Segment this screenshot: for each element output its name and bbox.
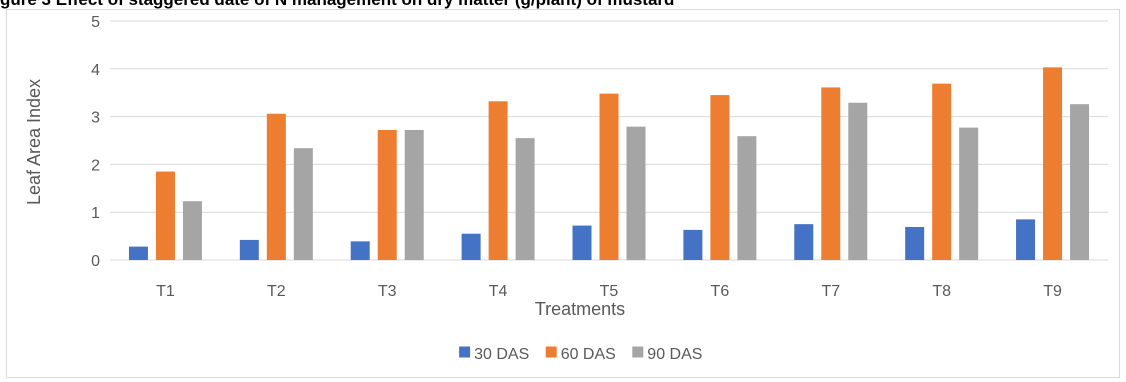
y-tick-label: 1 bbox=[91, 205, 100, 222]
x-tick-label: T7 bbox=[821, 283, 840, 300]
bar-60-das-t9 bbox=[1043, 67, 1063, 260]
bar-30-das-t6 bbox=[683, 229, 703, 260]
bar-30-das-t8 bbox=[905, 227, 925, 260]
bar-60-das-t8 bbox=[932, 83, 952, 260]
x-tick-label: T5 bbox=[600, 283, 619, 300]
bar-90-das-t8 bbox=[959, 127, 979, 261]
bar-90-das-t4 bbox=[515, 138, 535, 260]
legend-label: 60 DAS bbox=[561, 346, 616, 363]
x-tick-label: T2 bbox=[267, 283, 286, 300]
legend-label: 30 DAS bbox=[474, 346, 529, 363]
bar-30-das-t5 bbox=[572, 225, 592, 260]
bars bbox=[128, 67, 1090, 261]
bar-90-das-t2 bbox=[293, 148, 313, 260]
x-axis-title: Treatments bbox=[535, 299, 625, 319]
bar-90-das-t3 bbox=[404, 129, 424, 260]
x-tick-label: T3 bbox=[378, 283, 397, 300]
bar-60-das-t3 bbox=[377, 129, 397, 260]
bar-90-das-t5 bbox=[626, 126, 646, 260]
y-tick-label: 5 bbox=[91, 14, 100, 31]
bar-60-das-t2 bbox=[266, 113, 286, 261]
x-tick-label: T1 bbox=[156, 283, 175, 300]
bar-30-das-t4 bbox=[461, 233, 481, 260]
bar-60-das-t7 bbox=[821, 87, 841, 260]
chart-title-partial: gure 3 Effect of staggered date of N man… bbox=[0, 0, 1126, 9]
bar-60-das-t5 bbox=[599, 93, 619, 260]
bar-90-das-t9 bbox=[1070, 104, 1090, 260]
bar-60-das-t1 bbox=[155, 171, 175, 260]
y-tick-label: 2 bbox=[91, 157, 100, 174]
bar-30-das-t1 bbox=[128, 246, 148, 260]
bar-30-das-t7 bbox=[794, 224, 814, 260]
x-tick-label: T8 bbox=[932, 283, 951, 300]
bar-30-das-t9 bbox=[1016, 219, 1036, 260]
y-tick-label: 4 bbox=[91, 62, 100, 79]
bar-90-das-t7 bbox=[848, 102, 868, 260]
bar-90-das-t1 bbox=[182, 201, 202, 260]
legend-swatch bbox=[632, 346, 644, 358]
bar-60-das-t4 bbox=[488, 101, 508, 260]
legend-label: 90 DAS bbox=[647, 346, 702, 363]
bar-90-das-t6 bbox=[737, 136, 757, 260]
y-tick-label: 0 bbox=[91, 253, 100, 270]
x-tick-labels: T1 T2 T3 T4 T5 T6 T7 T8 T9 bbox=[156, 283, 1062, 300]
legend-swatch bbox=[545, 346, 557, 358]
x-tick-label: T6 bbox=[711, 283, 730, 300]
y-axis-title: Leaf Area Index bbox=[24, 79, 44, 205]
legend-swatch bbox=[459, 346, 471, 358]
bar-30-das-t2 bbox=[239, 239, 259, 260]
legend: 30 DAS 60 DAS 90 DAS bbox=[459, 346, 702, 363]
y-tick-labels: 0 1 2 3 4 5 bbox=[91, 14, 100, 270]
x-tick-label: T4 bbox=[489, 283, 508, 300]
bar-60-das-t6 bbox=[710, 95, 730, 260]
bar-30-das-t3 bbox=[350, 241, 370, 260]
x-tick-label: T9 bbox=[1043, 283, 1062, 300]
y-tick-label: 3 bbox=[91, 110, 100, 127]
